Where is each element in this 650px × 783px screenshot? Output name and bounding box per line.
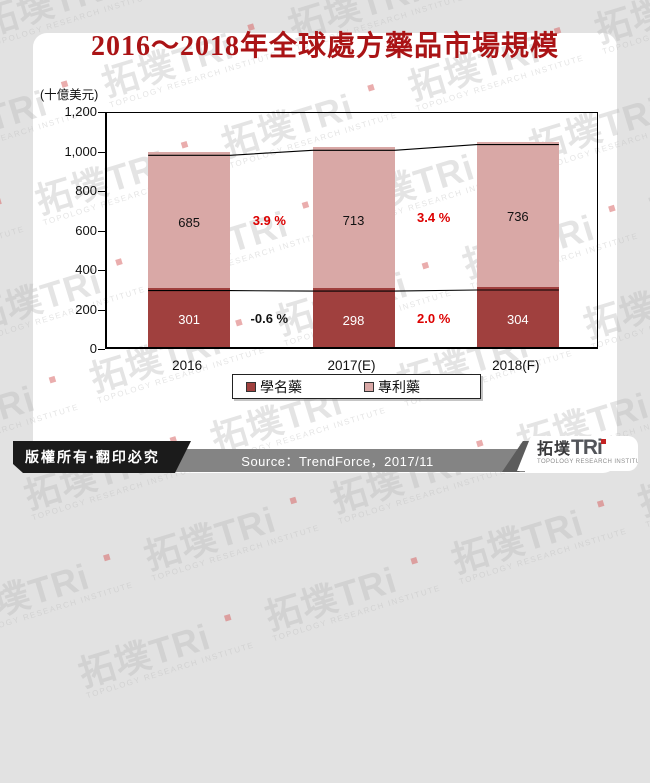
tri-logo-cjk: 拓墣 [537,441,572,458]
bar-value-label-patent: 685 [178,214,200,230]
watermark-text: 拓墣TRi [447,494,626,581]
legend-box: 學名藥 專利藥 [232,374,481,399]
y-tick-mark [98,349,105,350]
bar-segment-generic [312,288,395,347]
bar-segment-generic [476,286,559,347]
watermark-subtext: TOPOLOGY RESEARCH INSTITUTE [85,640,256,701]
y-tick-mark [98,191,105,192]
watermark-red-dot-icon [597,499,605,508]
watermark-text: 拓墣TRi [0,548,132,634]
copyright-text: 版權所有‧翻印必究 [25,449,160,465]
watermark-subtext: TOPOLOGY RESEARCH INSTITUTE [644,469,650,530]
bar-value-label-patent: 736 [506,209,529,225]
source-text: Source：TrendForce，2017/11 [241,454,434,469]
x-tick-label: 2017(E) [327,358,376,373]
watermark-text: 拓墣TRi [644,149,650,229]
legend-marker-icon [364,381,374,392]
growth-label-patent: 3.4 % [417,210,451,225]
y-tick-label: 400 [75,262,97,277]
watermark-text: 拓墣TRi [0,192,23,276]
watermark-red-dot-icon [103,553,111,562]
bar-segment-patent [312,147,395,289]
y-tick-label: 200 [75,301,97,317]
page-title: 2016～2018年全球處方藥品市場規模 [90,31,559,62]
tri-logo-subtitle: TOPOLOGY RESEARCH INSTITUTE [537,459,649,465]
x-tick-label: 2018(F) [492,358,540,373]
y-tick-mark [98,230,105,232]
watermark-red-dot-icon [0,197,3,206]
y-tick-label: 800 [75,183,97,198]
watermark-subtext: TOPOLOGY RESEARCH INSTITUTE [271,583,442,644]
bar-value-label-generic: 304 [506,311,529,327]
tri-logo: 拓墣 TRi TOPOLOGY RESEARCH INSTITUTE [517,436,638,471]
y-tick-mark [98,270,105,271]
legend-label: 專利藥 [378,378,420,395]
y-tick-label: 1,000 [64,143,97,159]
watermark-subtext: TOPOLOGY RESEARCH INSTITUTE [150,523,321,583]
bar-segment-generic [148,287,231,347]
watermark-red-dot-icon [224,613,232,622]
watermark-subtext: TOPOLOGY RESEARCH INSTITUTE [458,526,629,587]
plot-area: 301 685 298 713 304 736 [105,112,598,349]
growth-label-generic: -0.6 % [250,311,289,327]
footer-source-bar: Source：TrendForce，2017/11 [150,449,525,472]
y-tick-mark [98,151,105,153]
growth-label-generic: 2.0 % [417,311,451,327]
legend-item: 專利藥 [364,377,420,397]
connector-line [148,289,559,292]
watermark-text: 拓墣TRi [140,491,319,577]
bar-value-label-generic: 301 [178,312,200,328]
legend-marker-icon [246,381,256,392]
watermark-text: 拓墣TRi [260,551,440,638]
legend-item: 學名藥 [246,377,302,397]
watermark-subtext: TOPOLOGY RESEARCH INSTITUTE [0,224,26,284]
watermark-red-dot-icon [289,496,298,505]
tri-logo-latin: TRi [571,437,606,458]
watermark-red-dot-icon [410,556,419,565]
connector-line [148,144,559,156]
bar-value-label-generic: 298 [342,312,365,328]
y-tick-label: 0 [89,341,97,356]
watermark-text: 拓墣TRi [74,608,253,695]
legend-label: 學名藥 [260,378,302,395]
y-tick-mark [98,112,105,113]
footer-copyright-bar: 版權所有‧翻印必究 [13,441,191,473]
watermark-subtext: TOPOLOGY RESEARCH INSTITUTE [0,580,135,641]
bar-value-label-patent: 713 [342,212,365,228]
y-tick-label: 600 [75,222,97,238]
y-tick-label: 1,200 [64,104,97,119]
watermark-subtext: TOPOLOGY RESEARCH INSTITUTE [337,466,508,526]
y-tick-mark [98,309,105,311]
growth-label-patent: 3.9 % [252,212,286,228]
bar-segment-patent [476,141,559,287]
y-axis-unit-label: (十億美元) [40,88,99,102]
tri-logo-red-dot-icon [600,439,606,444]
x-tick-label: 2016 [172,358,203,373]
bar-segment-patent [148,152,231,288]
